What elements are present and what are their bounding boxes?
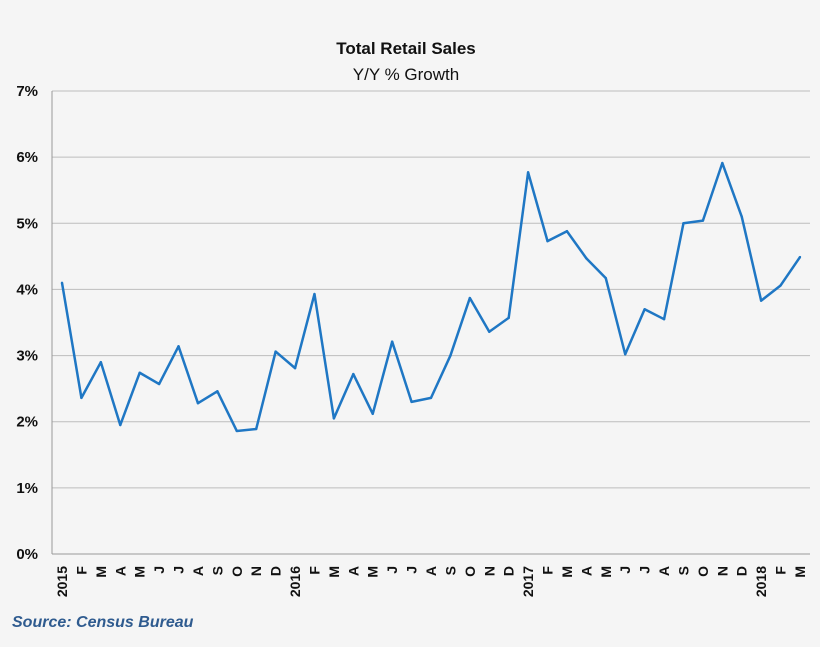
x-tick-label: M bbox=[132, 566, 148, 578]
x-tick-label: F bbox=[773, 566, 789, 575]
y-tick-label: 0% bbox=[16, 546, 38, 563]
x-tick-label: 2016 bbox=[287, 566, 303, 597]
x-tick-label: A bbox=[656, 566, 672, 576]
x-tick-label: D bbox=[734, 566, 750, 576]
data-point bbox=[313, 292, 316, 296]
data-point bbox=[721, 161, 724, 165]
data-point bbox=[759, 299, 763, 302]
data-point bbox=[196, 401, 200, 405]
data-point bbox=[546, 239, 549, 243]
x-tick-label: M bbox=[326, 566, 342, 578]
data-point bbox=[332, 417, 336, 420]
x-tick-label: J bbox=[637, 566, 653, 574]
data-point bbox=[565, 230, 569, 233]
x-tick-label: J bbox=[617, 566, 633, 574]
x-tick-label: M bbox=[559, 566, 575, 578]
data-point bbox=[701, 219, 705, 222]
x-tick-label: M bbox=[365, 566, 381, 578]
x-tick-label: S bbox=[209, 566, 225, 575]
chart-subtitle: Y/Y % Growth bbox=[353, 65, 459, 84]
data-point bbox=[682, 222, 685, 225]
data-point bbox=[157, 382, 161, 386]
data-point bbox=[235, 429, 238, 433]
x-tick-label: A bbox=[423, 566, 439, 576]
x-tick-label: J bbox=[171, 566, 187, 574]
data-point bbox=[352, 372, 355, 376]
x-tick-label: 2015 bbox=[54, 566, 70, 597]
x-tick-label: A bbox=[578, 566, 594, 576]
y-tick-label: 2% bbox=[16, 414, 38, 431]
x-tick-label: D bbox=[268, 566, 284, 576]
x-tick-label: O bbox=[462, 566, 478, 577]
data-point bbox=[60, 281, 64, 285]
data-point bbox=[585, 257, 588, 260]
x-tick-label: O bbox=[695, 566, 711, 577]
x-tick-label: N bbox=[481, 566, 497, 576]
x-tick-label: D bbox=[501, 566, 517, 576]
data-point bbox=[99, 360, 103, 364]
x-tick-label: F bbox=[73, 566, 89, 575]
chart-title: Total Retail Sales bbox=[336, 39, 476, 58]
y-tick-label: 1% bbox=[16, 480, 38, 497]
data-point bbox=[80, 396, 83, 400]
x-tick-label: F bbox=[540, 566, 556, 575]
x-tick-label: S bbox=[675, 566, 691, 575]
data-point bbox=[138, 371, 141, 374]
x-tick-label: A bbox=[345, 566, 361, 576]
x-tick-label: F bbox=[306, 566, 322, 575]
x-tick-label: O bbox=[229, 566, 245, 577]
y-tick-label: 3% bbox=[16, 348, 38, 365]
data-point bbox=[798, 255, 802, 259]
data-point bbox=[429, 396, 433, 400]
y-tick-label: 4% bbox=[16, 281, 38, 298]
data-point bbox=[507, 316, 510, 320]
x-tick-label: 2017 bbox=[520, 566, 536, 597]
x-tick-label: S bbox=[442, 566, 458, 575]
y-tick-label: 7% bbox=[16, 83, 38, 100]
data-point bbox=[468, 296, 472, 300]
x-tick-label: M bbox=[598, 566, 614, 578]
data-point bbox=[119, 423, 122, 427]
x-tick-label: J bbox=[384, 566, 400, 574]
data-point bbox=[255, 427, 258, 431]
x-tick-label: J bbox=[151, 566, 167, 574]
data-point bbox=[293, 366, 297, 370]
x-tick-label: M bbox=[93, 566, 109, 578]
x-tick-label: N bbox=[714, 566, 730, 576]
data-point bbox=[177, 345, 180, 348]
data-point bbox=[488, 330, 491, 333]
data-point bbox=[740, 215, 743, 218]
series-line bbox=[60, 161, 802, 433]
data-point bbox=[624, 353, 627, 356]
data-point bbox=[526, 171, 530, 174]
data-point bbox=[274, 350, 277, 353]
data-point bbox=[371, 412, 374, 415]
source-note: Source: Census Bureau bbox=[12, 614, 194, 631]
data-point bbox=[779, 284, 782, 287]
x-tick-label: A bbox=[190, 566, 206, 576]
y-tick-label: 5% bbox=[16, 215, 38, 232]
data-point bbox=[390, 340, 394, 343]
data-point bbox=[449, 354, 452, 357]
x-tick-label: J bbox=[404, 566, 420, 574]
x-tick-label: N bbox=[248, 566, 264, 576]
data-point bbox=[604, 276, 607, 280]
x-tick-label: A bbox=[112, 566, 128, 576]
y-tick-label: 6% bbox=[16, 149, 38, 166]
x-tick-label: 2018 bbox=[753, 566, 769, 597]
x-tick-label: M bbox=[792, 566, 808, 578]
data-point bbox=[643, 308, 646, 311]
data-point bbox=[410, 400, 413, 404]
data-point bbox=[216, 390, 219, 393]
data-point bbox=[662, 317, 666, 321]
